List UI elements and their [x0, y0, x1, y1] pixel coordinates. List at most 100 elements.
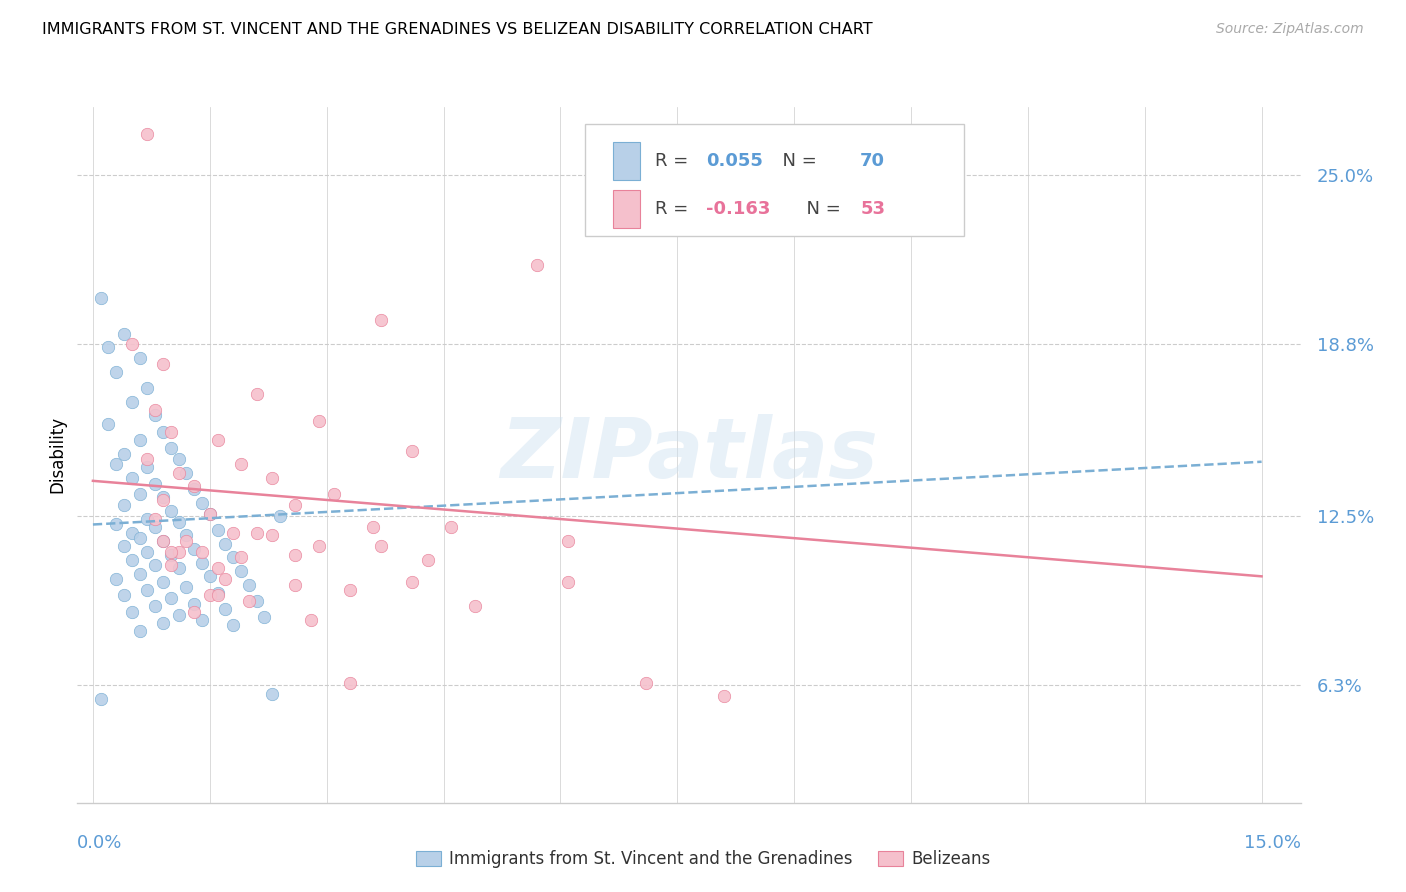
Point — [176, 466, 198, 480]
Point — [183, 482, 205, 496]
Point — [90, 291, 112, 305]
Text: IMMIGRANTS FROM ST. VINCENT AND THE GRENADINES VS BELIZEAN DISABILITY CORRELATIO: IMMIGRANTS FROM ST. VINCENT AND THE GREN… — [42, 22, 873, 37]
Text: -0.163: -0.163 — [706, 201, 770, 219]
Point — [207, 585, 229, 599]
Point — [167, 452, 190, 467]
Point — [121, 394, 143, 409]
Point — [183, 542, 205, 557]
Point — [112, 446, 135, 460]
Point — [214, 536, 236, 550]
Point — [526, 258, 548, 272]
Point — [323, 487, 346, 501]
Point — [136, 381, 159, 395]
Point — [370, 539, 392, 553]
Point — [143, 520, 166, 534]
Point — [128, 351, 150, 365]
Point — [557, 533, 579, 548]
Point — [167, 561, 190, 575]
Point — [207, 561, 229, 575]
Text: Source: ZipAtlas.com: Source: ZipAtlas.com — [1216, 22, 1364, 37]
Point — [191, 613, 214, 627]
Point — [262, 687, 284, 701]
Text: 0.055: 0.055 — [706, 153, 763, 170]
Point — [238, 577, 260, 591]
Point — [284, 548, 307, 562]
Point — [253, 610, 276, 624]
Point — [152, 574, 174, 589]
Point — [167, 515, 190, 529]
Point — [636, 675, 658, 690]
Point — [245, 594, 267, 608]
Point — [121, 525, 143, 540]
Point — [167, 545, 190, 559]
Point — [159, 591, 181, 606]
Point — [152, 533, 174, 548]
Point — [159, 558, 181, 573]
Point — [136, 582, 159, 597]
Point — [401, 574, 423, 589]
Point — [143, 409, 166, 423]
Point — [159, 425, 181, 439]
Text: R =: R = — [655, 201, 693, 219]
Point — [143, 403, 166, 417]
Point — [339, 675, 361, 690]
Point — [128, 531, 150, 545]
Point — [136, 512, 159, 526]
Point — [112, 539, 135, 553]
Text: 70: 70 — [860, 153, 886, 170]
Point — [159, 548, 181, 562]
FancyBboxPatch shape — [585, 124, 965, 235]
Point — [198, 589, 221, 603]
Point — [269, 509, 291, 524]
Point — [128, 624, 150, 638]
Point — [222, 525, 245, 540]
Point — [167, 466, 190, 480]
Point — [299, 613, 322, 627]
Point — [191, 496, 214, 510]
Point — [152, 533, 174, 548]
Point — [152, 615, 174, 630]
Point — [128, 487, 150, 501]
Point — [183, 479, 205, 493]
Text: 0.0%: 0.0% — [77, 834, 122, 852]
Point — [284, 499, 307, 513]
Point — [112, 499, 135, 513]
Point — [370, 313, 392, 327]
Point — [128, 566, 150, 581]
Point — [262, 528, 284, 542]
Point — [713, 690, 735, 704]
Point — [183, 605, 205, 619]
Text: N =: N = — [770, 153, 823, 170]
Point — [198, 569, 221, 583]
Point — [152, 492, 174, 507]
Point — [97, 340, 120, 354]
Text: N =: N = — [796, 201, 846, 219]
Point — [401, 443, 423, 458]
Point — [143, 599, 166, 614]
Point — [284, 577, 307, 591]
FancyBboxPatch shape — [613, 142, 640, 180]
Legend: Immigrants from St. Vincent and the Grenadines, Belizeans: Immigrants from St. Vincent and the Gren… — [409, 844, 997, 875]
Point — [143, 476, 166, 491]
Point — [191, 556, 214, 570]
Point — [143, 558, 166, 573]
Point — [464, 599, 486, 614]
Point — [245, 386, 267, 401]
Point — [136, 545, 159, 559]
Point — [152, 357, 174, 371]
Text: ZIPatlas: ZIPatlas — [501, 415, 877, 495]
Point — [198, 507, 221, 521]
Point — [136, 460, 159, 475]
Point — [207, 523, 229, 537]
Point — [245, 525, 267, 540]
Point — [308, 539, 330, 553]
Point — [121, 553, 143, 567]
Point — [557, 574, 579, 589]
Point — [121, 471, 143, 485]
Text: 15.0%: 15.0% — [1243, 834, 1301, 852]
Point — [308, 414, 330, 428]
Point — [159, 545, 181, 559]
Point — [105, 517, 128, 532]
Point — [238, 594, 260, 608]
Point — [167, 607, 190, 622]
